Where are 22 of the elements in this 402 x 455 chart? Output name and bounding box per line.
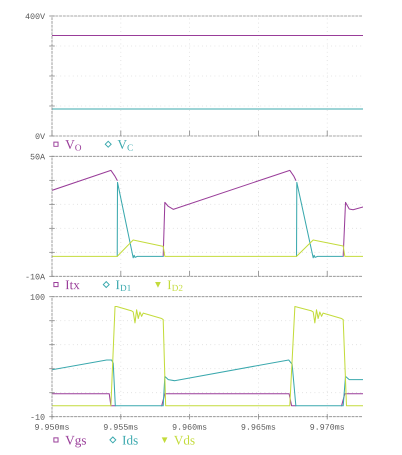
y-tick-label: 0V (36, 133, 46, 140)
x-tick-label: 9.955ms (104, 424, 138, 430)
legend-label: Vds (174, 435, 195, 445)
legend-label: I$_{D2}$ (168, 280, 182, 291)
line-series (52, 239, 363, 257)
y-tick-label: 50A (30, 154, 46, 160)
legend-label: V$_{C}$ (118, 140, 133, 151)
legend-label: I$_{D1}$ (116, 280, 131, 291)
y-tick-label: 400V (25, 13, 46, 20)
line-series (52, 359, 363, 406)
legend-label: V$_{O}$ (65, 140, 82, 151)
x-tick-label: 9.960ms (172, 424, 206, 430)
y-tick-label: -10A (26, 274, 46, 280)
legend-label: Ids (122, 435, 138, 445)
x-tick-label: 9.965ms (241, 424, 276, 430)
line-series (52, 306, 363, 406)
legend-label: Itx (66, 280, 80, 290)
y-tick-label: 100 (30, 294, 45, 300)
x-tick-label: 9.970ms (310, 424, 344, 430)
legend-label: Vgs (65, 436, 86, 448)
y-tick-label: -10 (31, 414, 45, 420)
x-tick-label: 9.950ms (35, 424, 69, 430)
